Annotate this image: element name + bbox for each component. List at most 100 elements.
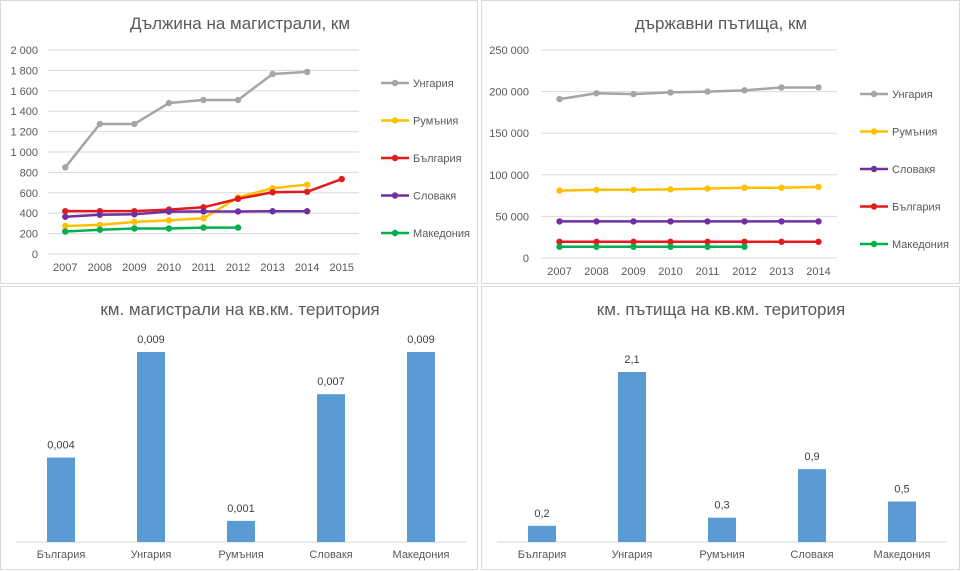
legend-label: Унгария <box>413 78 454 90</box>
y-tick-label: 1 200 <box>10 127 38 139</box>
bar-2 <box>137 352 165 542</box>
data-label: 0,009 <box>407 334 435 346</box>
legend-label: Македония <box>892 239 949 251</box>
x-tick-label: 2011 <box>696 266 720 278</box>
data-point <box>815 183 822 191</box>
data-point <box>269 208 276 215</box>
data-point <box>556 243 563 250</box>
bar-4 <box>317 394 345 542</box>
data-point <box>630 243 637 250</box>
x-tick-label: България <box>37 549 86 561</box>
x-tick-label: 2008 <box>584 266 608 278</box>
plot-area: 0,2 България 2,1 Унгария 0,3 Румъния 0,9 Словак… <box>497 354 947 561</box>
bar-5 <box>407 352 435 542</box>
x-tick-label: 2009 <box>122 262 146 274</box>
data-point <box>303 68 311 76</box>
data-point <box>62 213 69 220</box>
data-label: 0,3 <box>714 500 729 512</box>
data-point <box>667 238 674 245</box>
x-tick-label: Унгария <box>612 549 653 561</box>
data-point <box>778 218 785 225</box>
legend-marker <box>391 79 399 87</box>
x-tick-label: Македония <box>393 549 450 561</box>
data-point <box>62 207 69 215</box>
data-point <box>303 188 311 195</box>
plot-area: 0,004 България 0,009 Унгария 0,001 Румъния 0,0… <box>16 334 466 561</box>
plot-area: 0 200 400 600 800 1 000 1 200 1 400 1 600 1 800 2 … <box>10 45 470 274</box>
y-tick-label: 1 400 <box>10 106 38 118</box>
data-point <box>338 175 345 183</box>
data-point <box>556 95 563 103</box>
x-tick-label: Унгария <box>131 549 172 561</box>
data-label: 2,1 <box>624 354 639 366</box>
data-point <box>667 89 674 96</box>
data-point <box>269 70 276 78</box>
data-point <box>131 211 138 218</box>
chart-panel-motorway-length: Дължина на магистрали, км 0 200 400 600 800 1… <box>0 0 478 284</box>
data-label: 0,004 <box>47 440 75 452</box>
data-point <box>234 96 242 104</box>
legend-marker <box>870 203 878 210</box>
data-point <box>96 226 104 233</box>
y-tick-label: 600 <box>20 188 38 200</box>
y-tick-label: 0 <box>523 253 529 265</box>
x-tick-label: България <box>518 549 567 561</box>
data-label: 0,5 <box>894 484 909 496</box>
legend-label: България <box>413 153 462 165</box>
x-tick-label: 2010 <box>157 262 181 274</box>
data-point <box>131 225 138 232</box>
x-tick-label: Македония <box>874 549 931 561</box>
data-point <box>704 238 711 245</box>
data-point <box>165 217 173 224</box>
data-point <box>556 187 563 194</box>
data-point <box>96 221 104 229</box>
data-point <box>704 218 711 225</box>
chart-panel-road-density: км. пътища на кв.км. територия 0,2 Българ… <box>481 286 960 570</box>
data-point <box>131 218 138 226</box>
legend-label: Словакя <box>413 191 456 203</box>
y-tick-label: 400 <box>20 208 38 220</box>
data-point <box>667 186 674 193</box>
chart-panel-motorway-density: км. магистрали на кв.км. територия 0,004… <box>0 286 478 570</box>
bar-3 <box>227 520 255 542</box>
data-point <box>630 186 637 193</box>
chart-panel-state-roads: държавни пътища, км 0 50 000 100 000 150 00… <box>481 0 960 284</box>
data-point <box>667 218 674 225</box>
chart-svg: км. пътища на кв.км. територия 0,2 Българ… <box>497 300 947 561</box>
y-tick-label: 150 000 <box>489 128 529 140</box>
data-label: 0,007 <box>317 376 345 388</box>
x-tick-label: 2013 <box>769 266 793 278</box>
series-line-5 <box>65 226 239 233</box>
legend-marker <box>391 229 399 237</box>
data-point <box>200 215 207 222</box>
x-tick-label: 2007 <box>547 266 571 278</box>
data-point <box>593 238 600 245</box>
data-point <box>778 184 785 191</box>
data-point <box>593 90 600 97</box>
data-point <box>741 238 748 245</box>
x-tick-label: Румъния <box>699 549 744 561</box>
chart-title: Дължина на магистрали, км <box>130 14 350 33</box>
data-point <box>704 243 711 250</box>
legend-marker <box>870 240 878 248</box>
legend-label: България <box>892 202 941 214</box>
legend-marker <box>870 165 878 173</box>
y-tick-label: 250 000 <box>489 45 529 57</box>
x-tick-label: 2011 <box>192 262 216 274</box>
legend-label: Румъния <box>413 116 458 128</box>
data-point <box>667 243 674 250</box>
legend-marker <box>870 90 878 98</box>
chart-svg: км. магистрали на кв.км. територия 0,004… <box>16 300 466 561</box>
x-tick-label: Румъния <box>218 549 263 561</box>
y-tick-label: 1 800 <box>10 65 38 77</box>
data-point <box>165 208 173 215</box>
data-point <box>778 238 785 245</box>
x-tick-label: 2010 <box>658 266 682 278</box>
data-point <box>741 184 748 191</box>
legend-label: Унгария <box>892 89 933 101</box>
x-tick-label: 2007 <box>53 262 77 274</box>
x-tick-label: 2012 <box>226 262 250 274</box>
data-point <box>630 218 637 225</box>
data-label: 0,009 <box>137 334 165 346</box>
chart-svg: Дължина на магистрали, км 0 200 400 600 800 1… <box>10 14 470 274</box>
